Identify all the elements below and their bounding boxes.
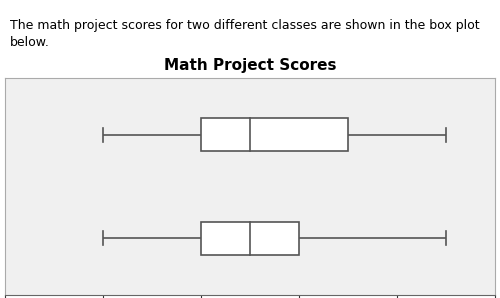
Title: Math Project Scores: Math Project Scores (164, 58, 336, 73)
Bar (201, 222, 299, 255)
Text: The math project scores for two different classes are shown in the box plot
belo: The math project scores for two differen… (10, 18, 480, 49)
Bar (201, 118, 348, 151)
